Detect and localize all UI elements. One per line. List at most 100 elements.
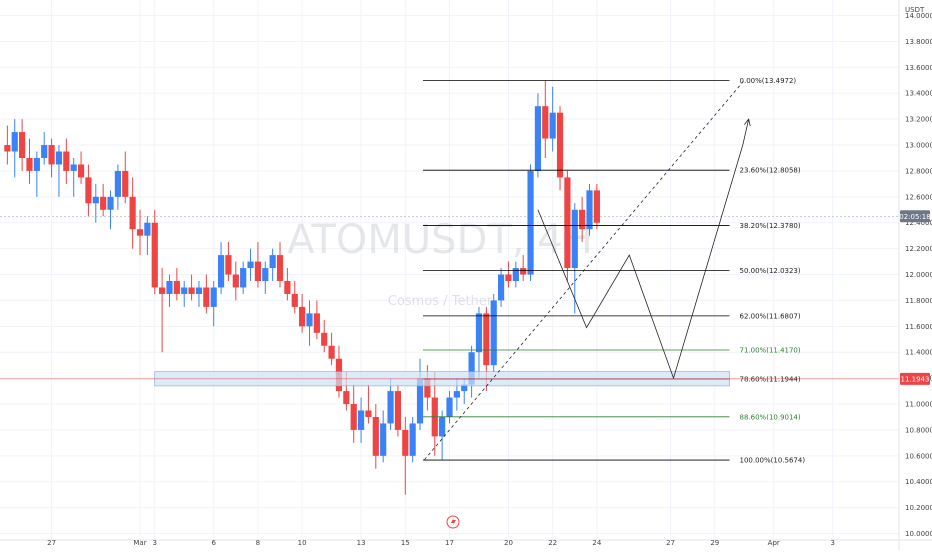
candle-body xyxy=(579,209,586,230)
candle-body xyxy=(512,268,519,282)
candle-body xyxy=(284,281,291,294)
lightning-icon[interactable] xyxy=(446,515,460,529)
candle-body xyxy=(210,287,217,307)
candle-body xyxy=(19,132,26,158)
candle xyxy=(439,410,446,460)
candle xyxy=(402,416,409,495)
y-tick-label: 14.0000 xyxy=(905,12,932,20)
candle xyxy=(4,125,11,165)
time-axis[interactable]: 27 Mar 3 6 8 10 13 15 17 20 22 24 27 29 Apr 3 xyxy=(47,539,835,547)
y-tick-label: 12.6000 xyxy=(905,193,932,201)
candle xyxy=(497,268,505,307)
projection-path[interactable] xyxy=(537,119,750,380)
candle xyxy=(357,397,365,443)
candle xyxy=(254,242,262,288)
y-tick-label: 13.0000 xyxy=(905,142,932,150)
x-tick-label: 13 xyxy=(357,539,366,547)
x-tick-label: 29 xyxy=(710,539,719,547)
candle-body xyxy=(232,274,239,288)
candle-body xyxy=(107,196,114,210)
candle-body xyxy=(439,416,446,437)
candle xyxy=(527,164,534,282)
current-price-label: 11.1943 xyxy=(901,375,930,383)
drawings-layer[interactable] xyxy=(0,80,899,460)
candle-body xyxy=(350,404,357,430)
candle xyxy=(365,384,372,424)
candle-body xyxy=(453,391,460,398)
candle xyxy=(284,268,291,301)
candle xyxy=(11,119,18,178)
candle-body xyxy=(313,313,320,333)
candle xyxy=(247,248,254,282)
candle-body xyxy=(11,132,18,152)
candle-body xyxy=(475,313,483,353)
candle xyxy=(188,274,195,301)
candle-body xyxy=(77,164,85,178)
candle xyxy=(372,404,379,469)
candle xyxy=(313,300,320,340)
candle xyxy=(520,255,527,282)
candle xyxy=(33,151,40,197)
candle xyxy=(107,190,114,230)
candle xyxy=(195,281,203,307)
y-tick-label: 10.4000 xyxy=(905,478,932,486)
trend-line-dashed[interactable] xyxy=(424,80,745,460)
x-tick-label: 15 xyxy=(401,539,410,547)
candle-body xyxy=(542,106,549,139)
candle-body xyxy=(136,229,144,236)
y-tick-label: 12.8000 xyxy=(905,167,932,175)
candle-body xyxy=(365,410,372,417)
candle xyxy=(48,138,55,178)
price-axis[interactable]: USDT 14.0000 13.8000 13.6000 13.4000 13.2000… xyxy=(898,0,932,550)
y-tick-label: 10.8000 xyxy=(905,426,932,434)
candle xyxy=(181,281,188,307)
candle-body xyxy=(276,255,284,282)
candle-body xyxy=(217,255,225,288)
y-tick-label: 13.6000 xyxy=(905,64,932,72)
candle xyxy=(217,242,225,294)
candle xyxy=(505,261,512,288)
candle xyxy=(55,145,63,197)
candle-body xyxy=(380,423,387,456)
candle-body xyxy=(593,190,600,223)
candle-body xyxy=(240,268,247,288)
y-tick-label: 12.4000 xyxy=(905,219,932,227)
candle-body xyxy=(520,268,527,275)
candle-body xyxy=(269,255,276,269)
candle xyxy=(151,209,158,294)
candle xyxy=(136,209,144,256)
candle-body xyxy=(247,261,254,269)
x-tick-label: 22 xyxy=(548,539,557,547)
candle xyxy=(328,332,335,366)
candle-body xyxy=(85,177,92,204)
candle-body xyxy=(41,145,48,158)
candle xyxy=(173,268,180,301)
projection-arrowhead xyxy=(743,118,751,127)
candle-body xyxy=(328,345,335,359)
candle-body xyxy=(144,222,151,236)
candle-body xyxy=(225,255,232,275)
crosshair-badge xyxy=(900,210,930,223)
candle xyxy=(159,268,166,353)
watermark: ATOMUSDT, 4H Cosmos / Tether xyxy=(287,217,593,309)
y-tick-label: 13.8000 xyxy=(905,38,932,46)
candle xyxy=(299,293,306,333)
candle-body xyxy=(306,313,313,327)
x-tick-label: 20 xyxy=(504,539,513,547)
candle-body xyxy=(181,287,188,294)
fib-level-label: 23.60%(12.8058) xyxy=(740,167,801,175)
candle-body xyxy=(321,332,328,346)
candle-body xyxy=(4,145,11,152)
candle xyxy=(144,216,151,256)
fib-level-label: 88.60%(10.9014) xyxy=(740,413,801,421)
y-tick-label: 10.6000 xyxy=(905,452,932,460)
candle-body xyxy=(505,274,512,282)
candle xyxy=(579,196,586,243)
candle-body xyxy=(343,391,350,405)
x-tick-label: Apr xyxy=(768,539,780,547)
y-tick-label: 11.6000 xyxy=(905,323,932,331)
y-tick-label: 12.2000 xyxy=(905,245,932,253)
y-tick-label: 11.0000 xyxy=(905,401,932,409)
